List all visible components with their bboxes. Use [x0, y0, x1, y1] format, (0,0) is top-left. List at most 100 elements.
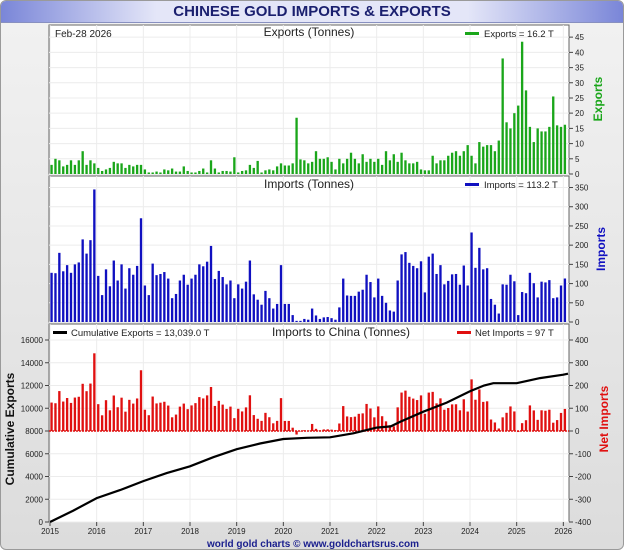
import-bar: [563, 278, 567, 322]
import-bar: [151, 263, 154, 322]
import-bar: [396, 280, 399, 322]
net-imports-bar: [62, 401, 65, 431]
exports-panel-title: Exports (Tonnes): [264, 25, 355, 39]
net-imports-bar: [369, 408, 372, 431]
export-bar: [353, 158, 357, 174]
import-bar: [489, 298, 493, 322]
export-bar: [443, 160, 446, 174]
cumulative-y-tick-label: 12000: [21, 382, 44, 391]
import-bar: [493, 304, 497, 322]
import-bar: [524, 293, 528, 322]
cumulative-y-tick-label: 4000: [25, 473, 43, 482]
import-bar: [330, 318, 333, 322]
import-bar: [408, 262, 411, 322]
net-imports-bar: [93, 353, 96, 431]
export-bar: [260, 172, 263, 174]
net-imports-bar: [248, 395, 252, 431]
net-imports-bar: [361, 413, 364, 431]
import-bar: [466, 285, 469, 322]
export-bar: [256, 160, 259, 174]
net-imports-bar: [478, 389, 481, 431]
export-bar: [81, 151, 84, 174]
imports-axis-label: Imports: [594, 227, 608, 271]
export-bar: [194, 172, 197, 174]
export-bar: [151, 172, 154, 174]
net-imports-bar: [501, 417, 504, 431]
import-bar: [178, 280, 182, 322]
net-imports-bar: [326, 429, 329, 431]
net-imports-bar: [151, 396, 154, 431]
import-y-tick-label: 200: [575, 241, 589, 250]
export-bar: [170, 168, 174, 174]
export-bar: [248, 164, 252, 174]
export-bar: [139, 164, 143, 174]
export-bar: [415, 161, 419, 174]
import-bar: [62, 271, 65, 322]
export-bar: [520, 41, 524, 175]
net-imports-bar: [380, 416, 384, 431]
export-bar: [167, 170, 170, 174]
net-imports-bar: [439, 398, 442, 431]
cumulative-y-tick-label: 0: [39, 518, 44, 527]
net-imports-bar: [275, 420, 279, 431]
export-bar: [62, 166, 65, 174]
export-bar: [435, 163, 438, 174]
cumulative-legend-swatch: [53, 331, 67, 334]
net-imports-bar: [213, 405, 217, 431]
import-bar: [415, 268, 419, 322]
net-imports-bar: [353, 416, 357, 431]
date-label: Feb-28 2026: [55, 29, 112, 40]
import-bar: [334, 319, 337, 322]
import-bar: [116, 280, 119, 322]
net-imports-bar: [112, 395, 115, 431]
net-imports-bar: [69, 402, 73, 431]
export-bar: [388, 160, 392, 174]
net-imports-bar: [489, 419, 493, 431]
export-bar: [244, 170, 248, 174]
export-bar: [221, 170, 224, 174]
import-bar: [299, 320, 302, 322]
export-bar: [517, 105, 520, 174]
export-bar: [466, 145, 469, 174]
net-imports-bar: [186, 409, 189, 431]
export-bar: [275, 166, 279, 174]
export-bar: [143, 169, 147, 174]
import-bar: [470, 232, 473, 322]
import-bar: [540, 281, 543, 322]
net-imports-bar: [221, 404, 224, 431]
net-imports-bar: [170, 417, 174, 431]
net-imports-bar: [314, 428, 318, 431]
export-bar: [85, 164, 88, 174]
net-imports-bar: [143, 409, 147, 431]
import-y-tick-label: 150: [575, 260, 589, 269]
net-imports-bar: [167, 405, 170, 431]
import-bar: [388, 310, 392, 322]
import-bar: [225, 284, 228, 322]
net-y-tick-label: 200: [575, 382, 589, 391]
export-bar: [97, 167, 100, 174]
net-imports-bar: [268, 417, 271, 431]
net-imports-bar: [497, 428, 500, 431]
export-bar: [93, 163, 96, 174]
export-y-tick-label: 10: [575, 140, 584, 149]
export-bar: [272, 170, 275, 174]
export-bar: [252, 167, 255, 174]
export-bar: [392, 154, 395, 174]
net-imports-bar: [396, 407, 399, 431]
net-imports-bar: [97, 404, 100, 431]
export-bar: [202, 168, 205, 174]
net-imports-bar: [272, 423, 275, 431]
imports-legend: Imports = 113.2 T: [484, 180, 558, 191]
import-bar: [143, 285, 147, 322]
import-y-tick-label: 250: [575, 222, 589, 231]
export-bar: [431, 155, 434, 174]
net-imports-bar: [365, 403, 368, 431]
export-bar: [373, 161, 376, 174]
import-bar: [555, 297, 559, 322]
export-bar: [454, 151, 458, 174]
export-bar: [408, 163, 411, 174]
net-imports-bar: [349, 417, 353, 431]
net-imports-bar: [338, 423, 341, 431]
net-imports-bar: [509, 406, 512, 431]
export-bar: [544, 131, 547, 174]
